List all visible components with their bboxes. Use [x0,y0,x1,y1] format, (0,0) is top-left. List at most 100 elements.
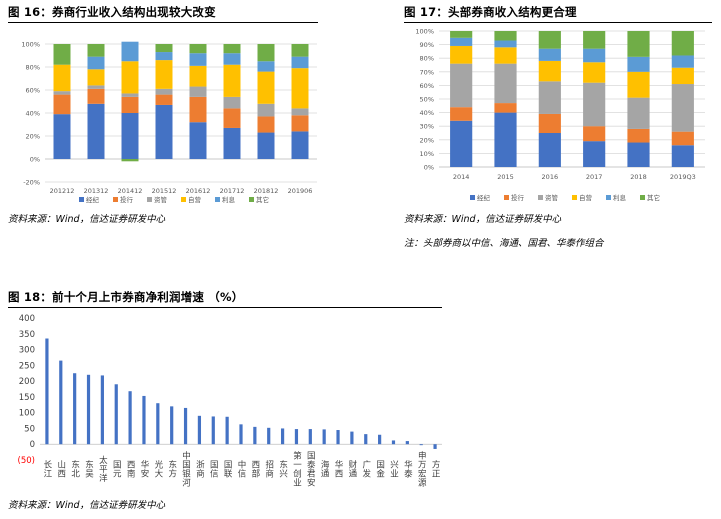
fig16-bar-segment [291,108,309,116]
fig17-y-tick: 0% [424,164,434,172]
fig16-bar-segment [155,104,173,159]
fig18-bar [86,374,91,445]
fig18-bar [378,434,382,445]
fig18-x-label: 太平洋 [97,455,107,483]
fig16-bar-segment [189,53,207,66]
fig17-bar-segment [538,81,561,114]
fig16-bar-segment [291,131,309,159]
fig16-bar-segment [53,91,71,95]
fig18-bar [433,444,437,449]
fig17-x-label: 2017 [586,173,603,181]
fig17-bar-segment [583,82,606,127]
fig18-bar [59,360,63,445]
fig18-bar [197,415,202,445]
fig16-bar-segment [257,103,275,117]
fig18-x-label: 东吴 [84,459,94,478]
fig16-bar-segment [121,41,139,62]
fig16-y-tick: 100% [21,41,40,49]
fig16-legend-swatch [79,197,84,202]
fig17-bar-segment [627,71,650,98]
fig17-y-tick: 60% [420,82,434,90]
fig16-bar-segment [155,52,173,61]
fig18-x-label: 长江 [42,459,52,478]
fig18-x-label: 招商 [264,459,274,478]
fig18-bar [142,395,146,445]
fig18-y-tick: 0 [30,440,35,450]
fig17-x-label: 2016 [542,173,559,181]
fig17-bar-segment [671,131,694,146]
fig16-y-tick: 0% [30,156,40,164]
fig18-x-label: 浙商 [194,459,204,478]
fig16-legend-swatch [249,197,254,202]
fig17-bar-segment [583,48,606,63]
fig16-legend-swatch [215,197,220,202]
fig17-legend-label: 自营 [579,193,593,202]
fig17-bar-segment [671,145,694,167]
fig18-x-label: 中国银河 [181,450,191,487]
fig17-chart: 0% 10% 20% 30% 40% 50% 60% 70% 80% 90% 100% 2014 201… [415,28,705,202]
fig17-x-label: 2018 [630,173,647,181]
fig17-y-tick: 90% [420,41,434,49]
fig18-x-label: 申万宏源 [416,450,426,487]
fig17-source: 资料来源：Wind，信达证券研发中心 [404,214,562,225]
fig18-title-rule [8,307,442,308]
fig18-bar [350,431,354,445]
fig17-y-tick: 100% [415,28,434,36]
fig17-bar-segment [494,31,517,41]
fig18-x-label: 国信 [208,460,218,478]
fig18-y-tick: 300 [19,346,35,356]
fig16-bar-segment [291,68,309,109]
fig18-bar [405,441,409,445]
fig16-bar-segment [87,69,105,86]
fig16-legend-swatch [113,197,118,202]
fig18-y-tick: 350 [19,330,35,340]
fig18-x-label: 东方 [167,459,177,478]
fig18-y-tick: (50) [18,456,35,466]
fig18-bar [294,429,299,445]
fig18-x-label: 财通 [347,459,357,478]
fig16-bar-segment [291,56,309,69]
fig16-bar-segment [155,94,173,105]
fig17-legend-label: 利息 [613,193,627,202]
fig16-bar-segment [121,96,139,113]
fig17-legend-swatch [572,195,577,200]
fig16-bar-segment [223,108,241,128]
fig18-x-label: 海通 [319,459,329,478]
fig17-y-tick: 80% [420,55,434,63]
fig17-bar-segment [450,63,473,108]
fig16-title-rule [8,22,318,23]
fig16-bar-segment [155,60,173,89]
fig17-bar-segment [494,47,517,64]
fig16-bar-segment [53,64,71,92]
fig17-bar-segment [538,48,561,61]
fig16-legend-label: 自营 [188,195,202,204]
fig18-y-tick: 200 [19,377,35,387]
fig16-y-tick: 60% [26,87,40,95]
fig16-x-label: 201712 [220,187,245,195]
fig18-bar [45,338,49,445]
fig17-legend-swatch [470,195,475,200]
fig16-bar-segment [87,85,105,89]
fig16-legend-swatch [147,197,152,202]
fig17-bar-segment [494,63,517,104]
fig18-bar [114,384,118,445]
fig17-y-tick: 10% [420,150,434,158]
fig17-bar-segment [583,31,606,49]
fig18-y-tick: 250 [19,361,35,371]
fig16-legend-label: 利息 [222,195,236,204]
fig18-bar [322,429,326,445]
fig17-bar-segment [583,126,606,142]
fig18-x-label: 西部 [250,460,260,478]
fig16-source: 资料来源：Wind，信达证券研发中心 [8,214,166,225]
fig17-legend-swatch [606,195,611,200]
fig16-bar-segment [53,44,71,65]
fig17-bar-segment [627,97,650,129]
fig16-bar-segment [257,71,275,104]
fig17-title-rule [404,22,712,23]
fig18-y-tick: 100 [19,409,35,419]
fig18-bar [128,391,132,445]
fig17-bar-segment [671,67,694,85]
fig17-legend-label: 资管 [545,193,559,202]
fig18-x-label: 山西 [56,459,66,478]
fig16-bar-segment [189,96,207,123]
